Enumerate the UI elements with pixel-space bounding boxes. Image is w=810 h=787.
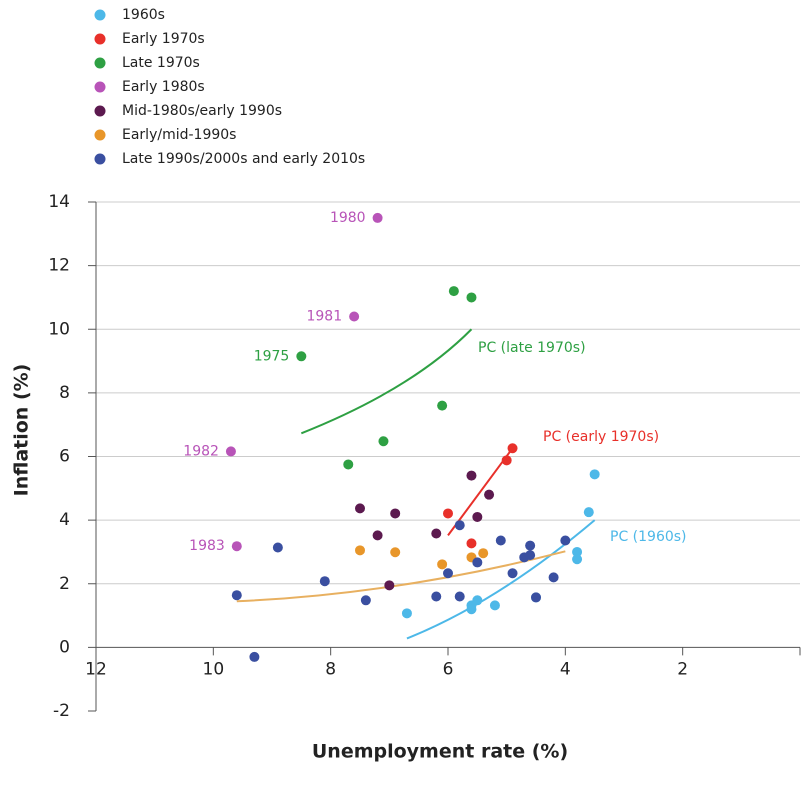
point xyxy=(431,591,442,602)
point xyxy=(466,292,477,303)
point xyxy=(466,538,477,549)
legend-label: Mid-1980s/early 1990s xyxy=(122,103,282,119)
y-tick-label: 0 xyxy=(59,637,70,657)
point xyxy=(443,568,453,579)
point xyxy=(272,542,283,553)
point xyxy=(484,489,495,500)
y-tick-label: 12 xyxy=(48,256,70,276)
point xyxy=(355,545,365,556)
y-tick-label: 4 xyxy=(59,510,70,530)
point-label: 1981 xyxy=(306,309,342,325)
point xyxy=(501,455,512,466)
point xyxy=(437,400,448,411)
legend-marker xyxy=(94,153,106,165)
point xyxy=(437,559,448,570)
legend-label: Late 1970s xyxy=(122,55,200,71)
point xyxy=(466,604,477,615)
legend-label: Late 1990s/2000s and early 2010s xyxy=(122,151,365,167)
y-tick-label: 6 xyxy=(59,447,70,467)
point xyxy=(478,548,489,559)
point xyxy=(548,572,559,583)
x-tick-label: 12 xyxy=(85,659,107,679)
point xyxy=(360,595,371,606)
point xyxy=(525,550,536,561)
point xyxy=(372,212,383,223)
x-axis-label: Unemployment rate (%) xyxy=(312,741,568,763)
x-tick-label: 10 xyxy=(203,659,225,679)
point xyxy=(507,568,518,579)
y-tick-label: 10 xyxy=(48,319,70,339)
point xyxy=(583,507,594,518)
curve xyxy=(406,519,596,640)
point xyxy=(390,508,401,519)
point xyxy=(560,535,571,546)
curve xyxy=(300,328,473,435)
point xyxy=(390,547,401,558)
legend-label: 1960s xyxy=(122,7,165,23)
curve-label: PC (early 1970s) xyxy=(543,429,659,445)
point xyxy=(454,591,465,602)
y-axis-label: Inflation (%) xyxy=(11,364,33,497)
point xyxy=(372,530,383,541)
y-tick-label: 8 xyxy=(59,383,70,403)
legend-label: Early 1980s xyxy=(122,79,205,95)
point xyxy=(343,459,354,470)
y-tick-label: 2 xyxy=(59,574,70,594)
point xyxy=(448,286,459,297)
point-label: 1982 xyxy=(183,443,219,459)
point xyxy=(355,503,365,514)
point xyxy=(531,592,541,603)
point xyxy=(431,528,442,539)
point xyxy=(349,311,360,322)
point xyxy=(249,651,260,662)
x-tick-label: 4 xyxy=(560,659,571,679)
point xyxy=(589,469,600,480)
point-label: 1980 xyxy=(330,210,366,226)
legend-marker xyxy=(94,81,106,93)
point xyxy=(489,600,500,611)
point xyxy=(401,608,412,619)
y-tick-label: -2 xyxy=(53,701,70,721)
point xyxy=(296,351,307,362)
legend-label: Early 1970s xyxy=(122,31,205,47)
point xyxy=(378,436,389,447)
point xyxy=(443,508,453,519)
point xyxy=(472,557,483,568)
point xyxy=(384,580,395,591)
x-tick-label: 8 xyxy=(325,659,336,679)
point xyxy=(225,446,236,457)
legend-marker xyxy=(94,105,106,117)
curve-label: PC (late 1970s) xyxy=(478,340,586,356)
y-tick-label: 14 xyxy=(48,192,70,212)
curve-label: PC (1960s) xyxy=(610,529,687,545)
point-label: 1975 xyxy=(254,348,290,364)
point xyxy=(231,590,242,601)
point-label: 1983 xyxy=(189,538,225,554)
point xyxy=(495,535,506,546)
x-tick-label: 6 xyxy=(443,659,454,679)
point xyxy=(507,443,518,454)
x-tick-label: 2 xyxy=(677,659,688,679)
point xyxy=(466,470,477,481)
legend-marker xyxy=(94,129,106,141)
point xyxy=(472,511,483,522)
legend-marker xyxy=(94,33,106,45)
point xyxy=(454,520,465,531)
point xyxy=(572,546,583,557)
legend-marker xyxy=(94,9,106,21)
legend-label: Early/mid-1990s xyxy=(122,127,236,143)
legend-marker xyxy=(94,57,106,69)
point xyxy=(525,540,536,551)
point xyxy=(572,554,583,565)
curve xyxy=(236,550,566,603)
point xyxy=(319,576,330,587)
point xyxy=(231,541,242,552)
